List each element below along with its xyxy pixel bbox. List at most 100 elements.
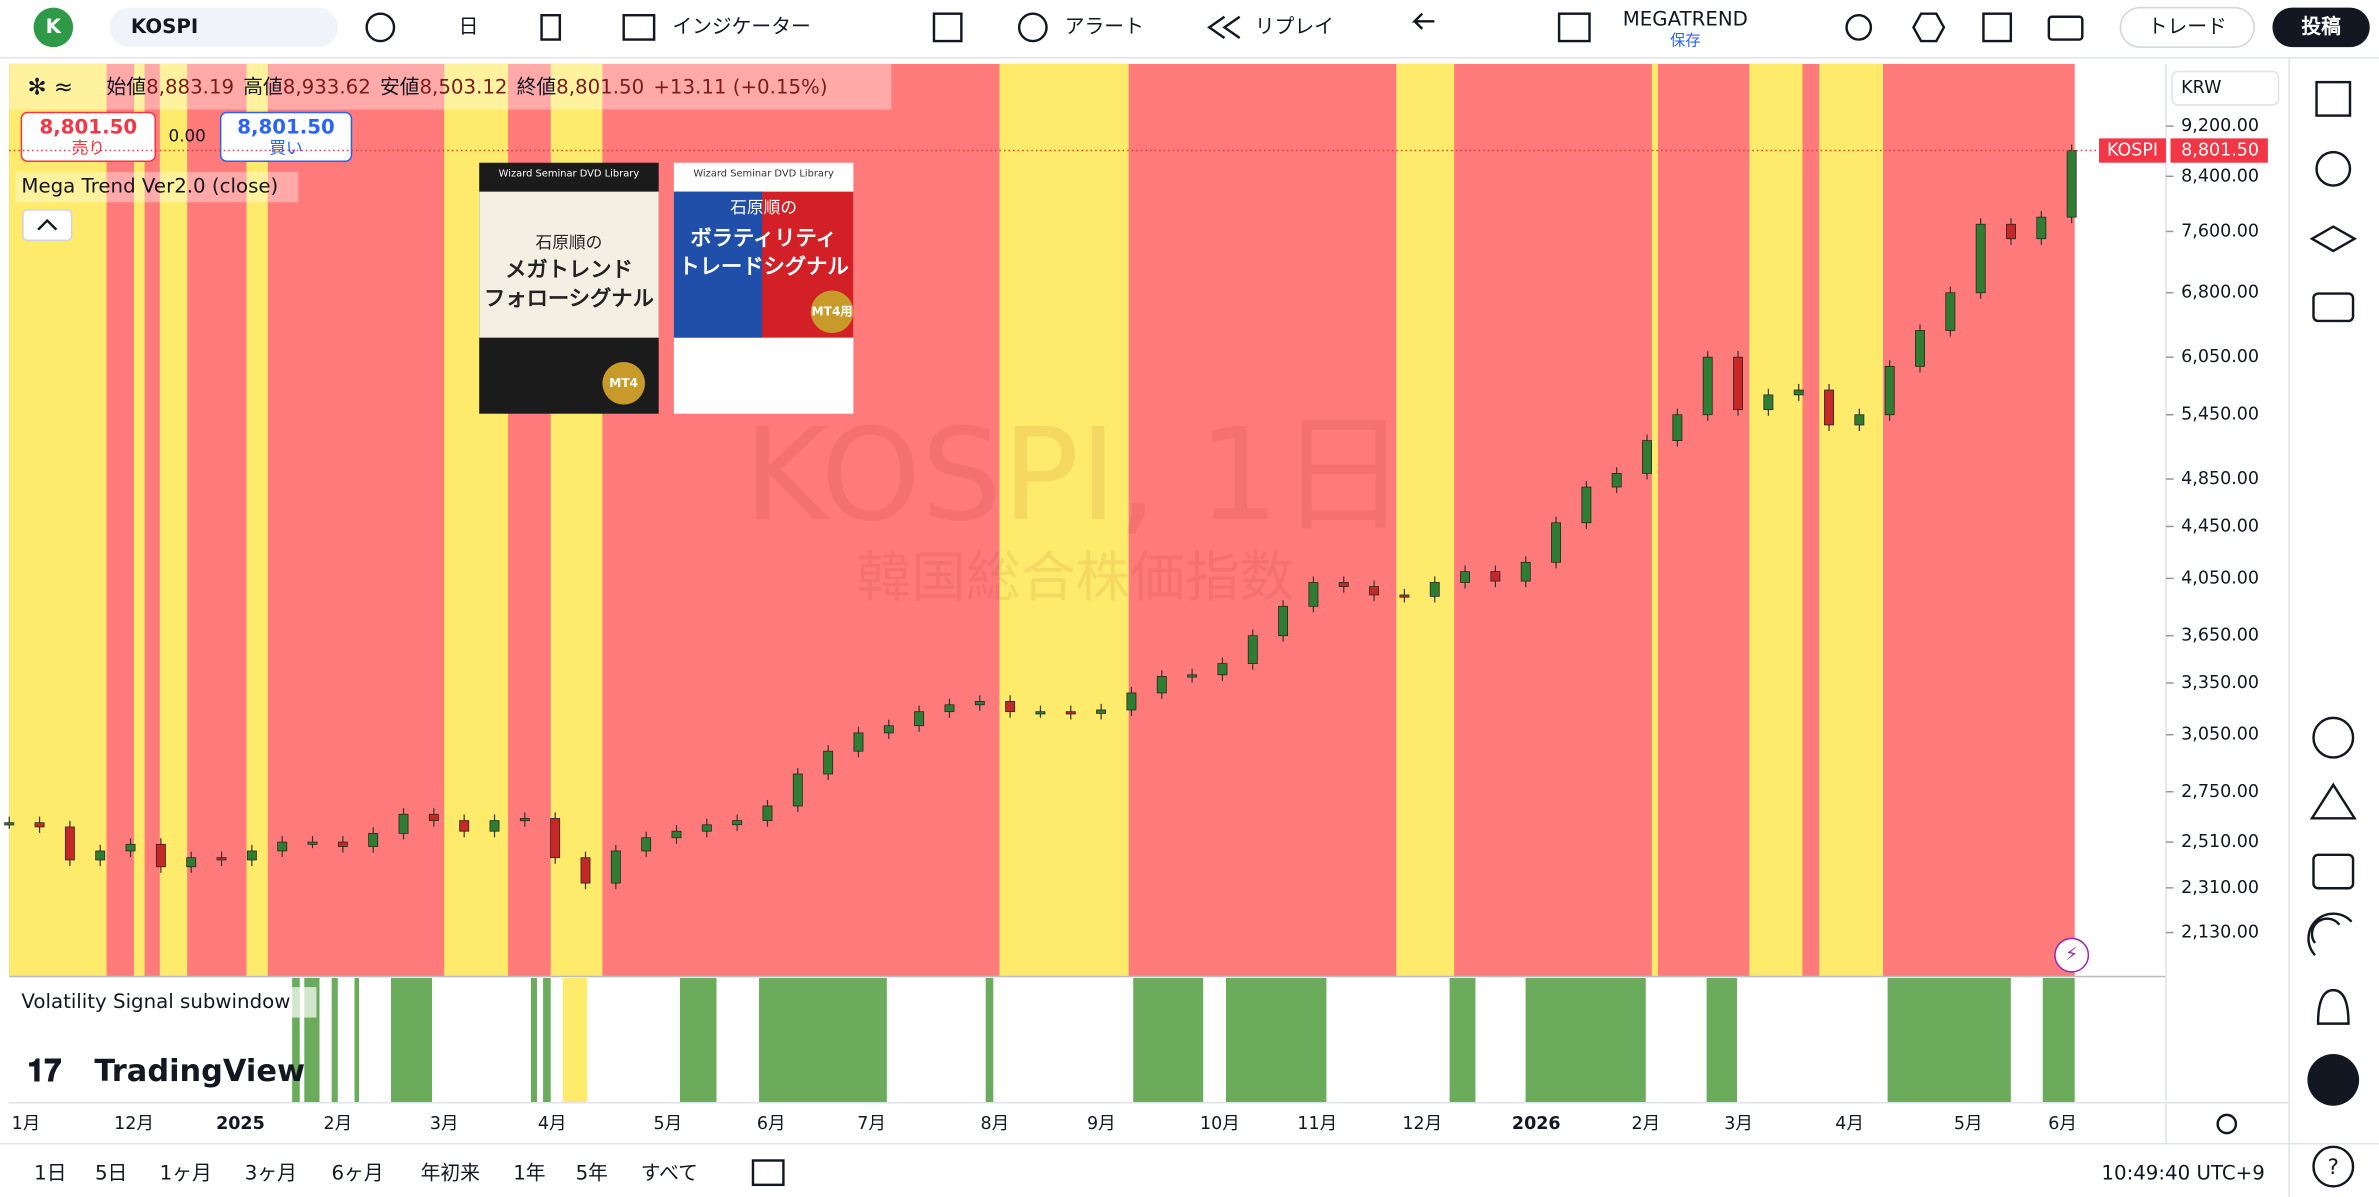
collapse-button[interactable] — [22, 209, 73, 242]
settings-icon[interactable] — [1912, 12, 1946, 43]
candle — [2066, 150, 2077, 218]
apps-button[interactable] — [2307, 1054, 2360, 1106]
brand-mark: 𝟏𝟕 — [27, 1054, 61, 1089]
indicator-icon[interactable] — [622, 13, 656, 41]
candle — [1884, 365, 1895, 416]
price-label: 3,650.00 — [2181, 626, 2259, 646]
watermark-subtitle: 韓国総合株価指数 — [856, 545, 1294, 609]
chart-type-icon[interactable] — [540, 13, 562, 41]
ohlc-label: 始値 — [107, 76, 147, 99]
range-button[interactable]: 6ヶ月 — [331, 1162, 383, 1185]
candle — [186, 857, 197, 868]
candle — [641, 837, 652, 852]
price-label: 5,450.00 — [2181, 405, 2259, 425]
alerts-icon[interactable] — [2315, 150, 2352, 187]
range-button[interactable]: すべて — [641, 1162, 698, 1185]
volatility-signal — [759, 977, 887, 1103]
buy-label: 買い — [269, 138, 302, 158]
sell-button[interactable] — [20, 111, 157, 162]
notifications-icon[interactable] — [2316, 988, 2350, 1025]
fullscreen-icon[interactable] — [1982, 12, 2013, 43]
volatility-signal — [292, 977, 300, 1103]
stream-icon[interactable] — [2307, 912, 2353, 956]
price-label: 3,350.00 — [2181, 673, 2259, 693]
candle — [155, 843, 166, 868]
time-label: 2月 — [323, 1114, 352, 1134]
chat-icon[interactable] — [2312, 292, 2355, 323]
avatar[interactable] — [33, 7, 74, 48]
help-icon[interactable] — [2312, 1145, 2355, 1188]
interval[interactable]: 日 — [459, 15, 479, 38]
trade-button[interactable] — [2119, 6, 2255, 48]
buy-price: 8,801.50 — [237, 115, 335, 138]
price-label: 4,450.00 — [2181, 516, 2259, 536]
watchlist-icon[interactable] — [2315, 80, 2352, 117]
candle — [216, 857, 227, 861]
legend-icons: ✻ ≈ — [27, 75, 72, 101]
alert[interactable]: アラート — [1065, 15, 1144, 38]
range-button[interactable]: 年初来 — [421, 1162, 481, 1185]
candle — [1551, 522, 1561, 563]
candle — [337, 841, 348, 847]
candle — [853, 732, 864, 752]
candle — [1156, 676, 1167, 694]
alert-icon[interactable] — [1017, 12, 1048, 43]
layout-icon[interactable] — [1557, 12, 1591, 43]
volatility-signal — [1706, 977, 1738, 1103]
compare-icon[interactable] — [365, 12, 396, 43]
candle — [489, 820, 500, 832]
flash-icon[interactable] — [2054, 937, 2090, 973]
ohlc-label: 安値 — [380, 76, 420, 99]
ideas-icon[interactable] — [2309, 782, 2357, 820]
range-button[interactable]: 1年 — [513, 1162, 545, 1185]
book-series: Wizard Seminar DVD Library — [499, 168, 640, 179]
candle — [1824, 389, 1834, 426]
candle — [550, 818, 561, 859]
range-button[interactable]: 5日 — [95, 1162, 127, 1185]
snapshot-icon[interactable] — [2047, 15, 2084, 41]
signal-band — [159, 63, 188, 977]
candle — [1763, 394, 1774, 411]
search-icon[interactable] — [1845, 13, 1873, 41]
candle — [2006, 223, 2016, 240]
range-button[interactable]: 3ヶ月 — [245, 1162, 297, 1185]
symbol-search[interactable] — [109, 7, 338, 48]
calendar-icon[interactable] — [2312, 853, 2355, 890]
publish-button[interactable] — [2272, 7, 2370, 48]
speed-icon[interactable] — [2312, 716, 2355, 759]
layout-name[interactable]: MEGATREND — [1623, 7, 1748, 30]
signal-band — [999, 63, 1129, 977]
sell-price: 8,801.50 — [40, 115, 138, 138]
candle — [944, 704, 955, 713]
time-label: 5月 — [1954, 1114, 1983, 1134]
price-label: 6,050.00 — [2181, 347, 2259, 367]
chart-background — [9, 63, 2075, 1103]
undo-icon[interactable] — [1411, 12, 1435, 30]
time-label: 4月 — [538, 1114, 567, 1134]
candle — [792, 773, 803, 807]
range-button[interactable]: 5年 — [576, 1162, 608, 1185]
replay-icon[interactable] — [1207, 15, 1241, 40]
range-button[interactable]: 1ヶ月 — [160, 1162, 212, 1185]
layout-status: 保存 — [1670, 32, 1700, 50]
templates-icon[interactable] — [932, 12, 963, 43]
book-cover[interactable]: Wizard Seminar DVD Library 石原順のボラティリティトレー… — [673, 162, 854, 414]
time-label: 3月 — [1724, 1114, 1753, 1134]
candle — [4, 822, 15, 826]
time-label: 5月 — [654, 1114, 683, 1134]
replay[interactable]: リプレイ — [1255, 15, 1334, 38]
price-label: 7,600.00 — [2181, 221, 2259, 241]
candle — [1005, 700, 1016, 713]
goto-date-icon[interactable] — [751, 1159, 785, 1187]
buy-button[interactable] — [219, 111, 353, 162]
layers-icon[interactable] — [2309, 225, 2358, 253]
clock: 10:49:40 UTC+9 — [2101, 1162, 2264, 1185]
indicators[interactable]: インジケーター — [672, 15, 810, 38]
book-cover[interactable]: Wizard Seminar DVD Library 石原順のメガトレンドフォロー… — [479, 162, 659, 414]
candle — [34, 822, 45, 828]
currency-box[interactable] — [2171, 70, 2280, 106]
ohlc-label: 高値 — [243, 76, 283, 99]
candle — [1035, 711, 1046, 715]
axis-settings[interactable] — [2216, 1113, 2238, 1135]
range-button[interactable]: 1日 — [34, 1162, 66, 1185]
